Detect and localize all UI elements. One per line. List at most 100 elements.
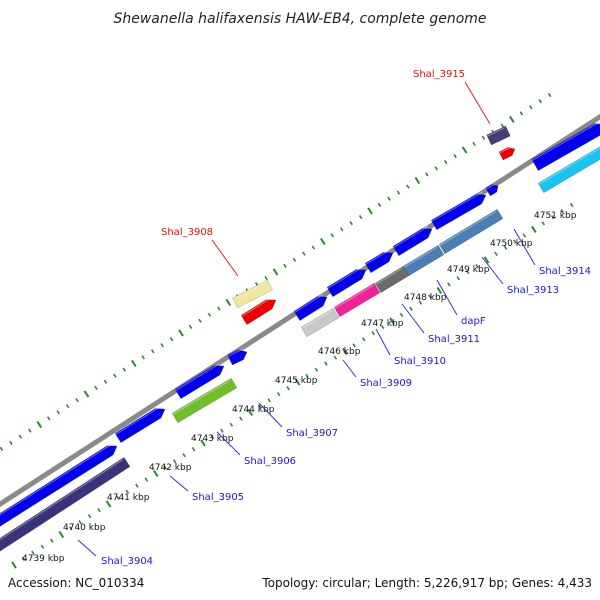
tick-mark [294, 378, 301, 386]
tick-mark [472, 141, 476, 146]
tick-mark [339, 227, 344, 232]
tick-mark [456, 276, 461, 281]
tick-mark [330, 233, 335, 238]
label-leader-line [342, 359, 357, 378]
gene-feature-shal-3908-b [240, 296, 277, 326]
tick-mark [481, 135, 486, 140]
gene-feature-shal-3906 [171, 377, 238, 424]
tick-mark [547, 92, 552, 98]
tick-mark [264, 275, 268, 281]
tick-mark [371, 331, 375, 336]
gene-label: dapF [461, 316, 486, 327]
gene-feature-shal-3909 [293, 293, 328, 322]
tick-mark [160, 343, 164, 348]
gene-feature-dapf [392, 225, 433, 257]
tick-mark [116, 495, 120, 501]
tick-mark [494, 251, 498, 256]
tick-mark [409, 306, 413, 311]
tick-mark [447, 282, 451, 287]
gene-label: Shal_3910 [394, 356, 446, 367]
tick-mark [229, 422, 234, 427]
accession-text: Accession: NC_010334 [8, 576, 144, 590]
tick-mark [163, 465, 167, 470]
tick-mark [324, 361, 328, 366]
gene-label: Shal_3913 [507, 285, 559, 296]
tick-mark [56, 410, 60, 415]
tick-mark [46, 416, 51, 421]
tick-mark [425, 172, 429, 177]
tick-mark [144, 477, 149, 482]
tick-mark [333, 355, 338, 360]
label-leader-line [375, 328, 391, 356]
gene-feature-shal-3904-inner [0, 456, 131, 554]
tick-mark [125, 489, 130, 494]
page-title: Shewanella halifaxensis HAW-EB4, complet… [113, 11, 486, 27]
tick-mark [272, 268, 279, 276]
gene-feature-shal-3905 [114, 405, 166, 444]
tick-mark [135, 483, 139, 488]
gene-feature-darkgrey [374, 265, 410, 294]
tick-mark [103, 379, 108, 384]
gene-label: Shal_3909 [360, 378, 412, 389]
tick-mark [225, 298, 232, 307]
tick-mark [396, 190, 401, 195]
label-leader-line [401, 303, 425, 334]
label-leader-line [216, 431, 241, 456]
tick-mark [220, 428, 224, 433]
tick-mark [286, 385, 290, 391]
gene-label: Shal_3915 [413, 69, 465, 80]
kbp-label: 4751 kbp [534, 211, 577, 221]
kbp-label: 4742 kbp [149, 463, 192, 473]
tick-mark [406, 184, 410, 189]
tick-mark [87, 514, 92, 519]
tick-mark [387, 196, 391, 201]
tick-mark [560, 209, 564, 214]
gene-feature-grey [300, 307, 340, 338]
label-leader-line [258, 402, 283, 428]
tick-mark [380, 324, 385, 330]
tick-mark [172, 459, 177, 464]
tick-mark [75, 397, 79, 403]
kbp-label: 4750 kbp [490, 239, 533, 249]
gene-label: Shal_3914 [539, 266, 591, 277]
gene-feature-small [227, 348, 248, 366]
gene-feature-steel-2 [438, 208, 504, 255]
gene-label: Shal_3905 [192, 492, 244, 503]
tick-mark [414, 176, 421, 185]
tick-mark [247, 408, 254, 417]
label-leader-line [513, 228, 536, 266]
kbp-label: 4748 kbp [404, 293, 447, 303]
tick-mark [531, 225, 537, 234]
tick-mark [36, 420, 43, 429]
tick-mark [58, 530, 65, 539]
tick-mark [141, 355, 145, 360]
tick-mark [361, 337, 366, 342]
tick-mark [292, 257, 297, 262]
gene-label: Shal_3906 [244, 456, 296, 467]
gene-feature-shal-3911 [364, 249, 394, 274]
tick-mark [210, 434, 215, 439]
tick-mark [503, 245, 508, 250]
tick-mark [522, 233, 527, 238]
tick-mark [349, 221, 353, 226]
tick-mark [105, 500, 112, 508]
gene-labels: Shal_3904 Shal_3905 Shal_3906 Shal_3907 Shal… [77, 69, 591, 567]
tick-mark [18, 434, 23, 439]
tick-mark [94, 385, 98, 391]
gene-feature-steel-1 [402, 244, 445, 277]
tick-mark [436, 286, 443, 295]
gene-label: Shal_3907 [286, 428, 338, 439]
tick-mark [529, 105, 533, 110]
tick-mark [28, 428, 32, 433]
tick-mark [191, 446, 196, 452]
tick-mark [21, 556, 26, 562]
tick-mark [320, 237, 326, 246]
gene-feature-pink [333, 282, 381, 318]
tick-mark [475, 263, 479, 269]
tick-mark [0, 446, 4, 452]
tick-mark [31, 550, 35, 555]
kbp-label: 4747 kbp [361, 319, 404, 329]
kbp-label: 4743 kbp [191, 434, 234, 444]
label-leader-line [481, 256, 504, 285]
